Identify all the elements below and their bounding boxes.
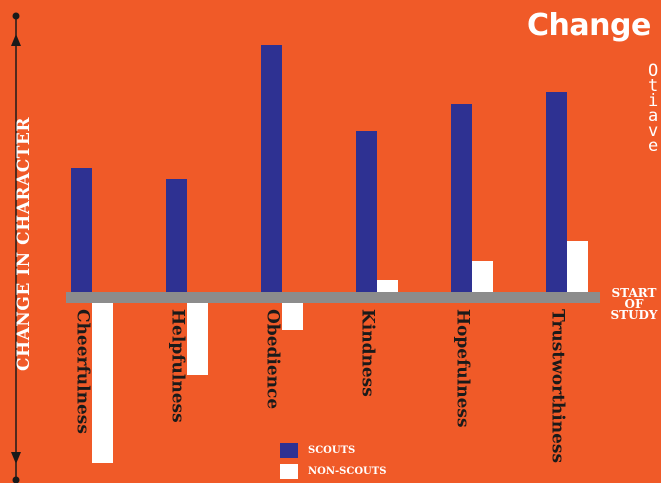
bar-scouts-hopefulness bbox=[451, 104, 472, 292]
up-arrow-icon bbox=[11, 34, 21, 46]
bar-scouts-cheerfulness bbox=[71, 168, 92, 292]
bar-non-scouts-obedience bbox=[282, 303, 303, 330]
category-label-kindness: Kindness bbox=[358, 309, 378, 397]
legend-swatch-scouts bbox=[280, 443, 298, 458]
down-arrow-icon bbox=[11, 452, 21, 464]
bar-non-scouts-kindness bbox=[377, 280, 398, 292]
legend-item-scouts: SCOUTS bbox=[280, 441, 386, 460]
chart-title: Change bbox=[527, 8, 651, 43]
bar-scouts-helpfulness bbox=[166, 179, 187, 292]
legend-swatch-non-scouts bbox=[280, 464, 298, 479]
category-label-hopefulness: Hopefulness bbox=[453, 309, 473, 428]
bar-non-scouts-helpfulness bbox=[187, 303, 208, 375]
category-label-obedience: Obedience bbox=[263, 309, 283, 409]
baseline-label: START OF STUDY bbox=[610, 286, 658, 322]
legend: SCOUTS NON-SCOUTS bbox=[280, 441, 386, 483]
bar-non-scouts-trustworthiness bbox=[567, 241, 588, 292]
bar-non-scouts-cheerfulness bbox=[92, 303, 113, 463]
description-text: O t i a v e bbox=[648, 61, 659, 156]
category-label-helpfulness: Helpfulness bbox=[168, 309, 188, 423]
legend-label-non-scouts: NON-SCOUTS bbox=[308, 466, 387, 477]
y-axis-bottom-dot bbox=[12, 476, 20, 483]
legend-label-scouts: SCOUTS bbox=[308, 445, 356, 456]
baseline-bar bbox=[66, 292, 600, 303]
bar-non-scouts-hopefulness bbox=[472, 261, 493, 292]
bar-scouts-obedience bbox=[261, 45, 282, 292]
y-axis-title: CHANGE IN CHARACTER bbox=[14, 117, 34, 371]
bar-scouts-kindness bbox=[356, 131, 377, 292]
category-label-trustworthiness: Trustworthiness bbox=[548, 309, 568, 463]
bar-scouts-trustworthiness bbox=[546, 92, 567, 292]
y-axis-top-dot bbox=[12, 12, 20, 20]
legend-item-non-scouts: NON-SCOUTS bbox=[280, 462, 386, 481]
category-label-cheerfulness: Cheerfulness bbox=[73, 309, 93, 434]
